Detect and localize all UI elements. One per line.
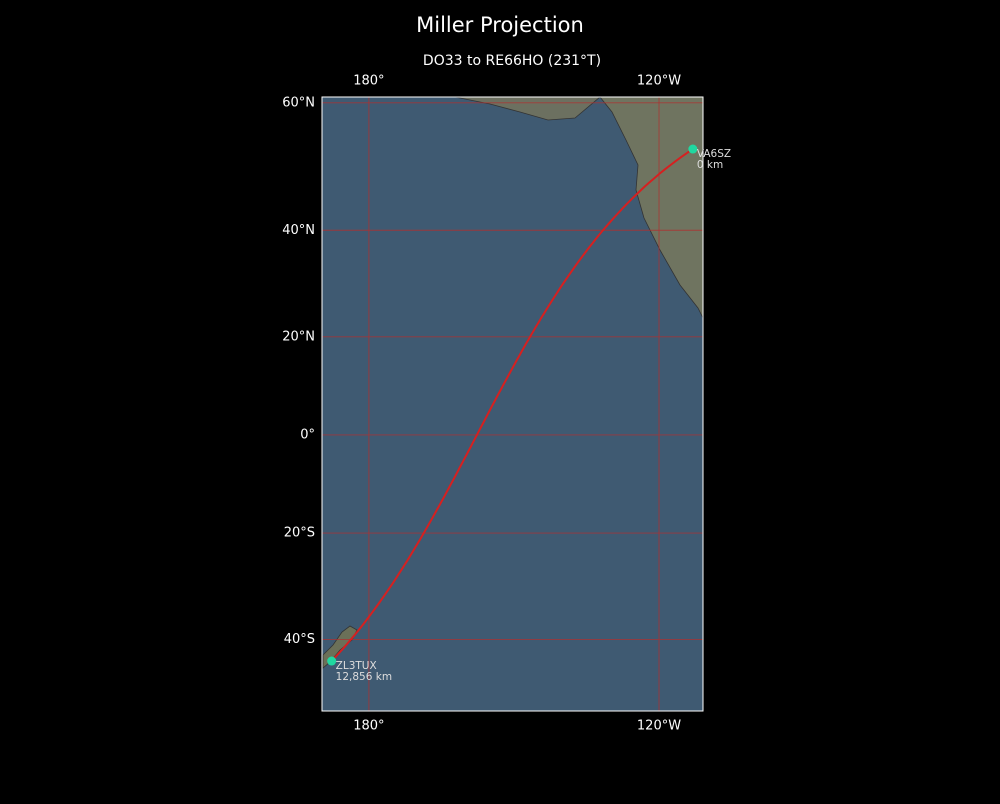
lat-tick-label: 60°N [282,95,315,110]
station-name: ZL3TUX [336,660,377,672]
map-area [322,97,703,711]
lon-tick-label: 180° [353,74,384,89]
route [327,144,698,666]
title: Miller Projection [416,13,584,37]
lat-tick-label: 20°S [284,526,315,541]
lon-tick-label: 120°W [637,74,681,89]
lat-tick-label: 40°S [284,632,315,647]
land-north-america [599,97,703,319]
map-frame [321,96,704,712]
lat-tick-label: 0° [300,427,315,442]
lon-tick-label: 180° [353,719,384,734]
lon-tick-label: 120°W [637,719,681,734]
station-distance: 0 km [697,159,723,171]
station-marker [688,144,698,154]
lat-tick-label: 40°N [282,223,315,238]
station-distance: 12,856 km [336,671,392,683]
great-circle-route [330,148,694,662]
subtitle: DO33 to RE66HO (231°T) [423,53,601,69]
labels: 180° 180° 120°W 120°W 60°N 40°N 20°N 0° 20°S 40°S… [282,74,731,734]
station-marker [327,656,337,666]
station-name: VA6SZ [697,148,731,160]
grid [322,97,703,711]
lat-tick-label: 20°N [282,329,315,344]
